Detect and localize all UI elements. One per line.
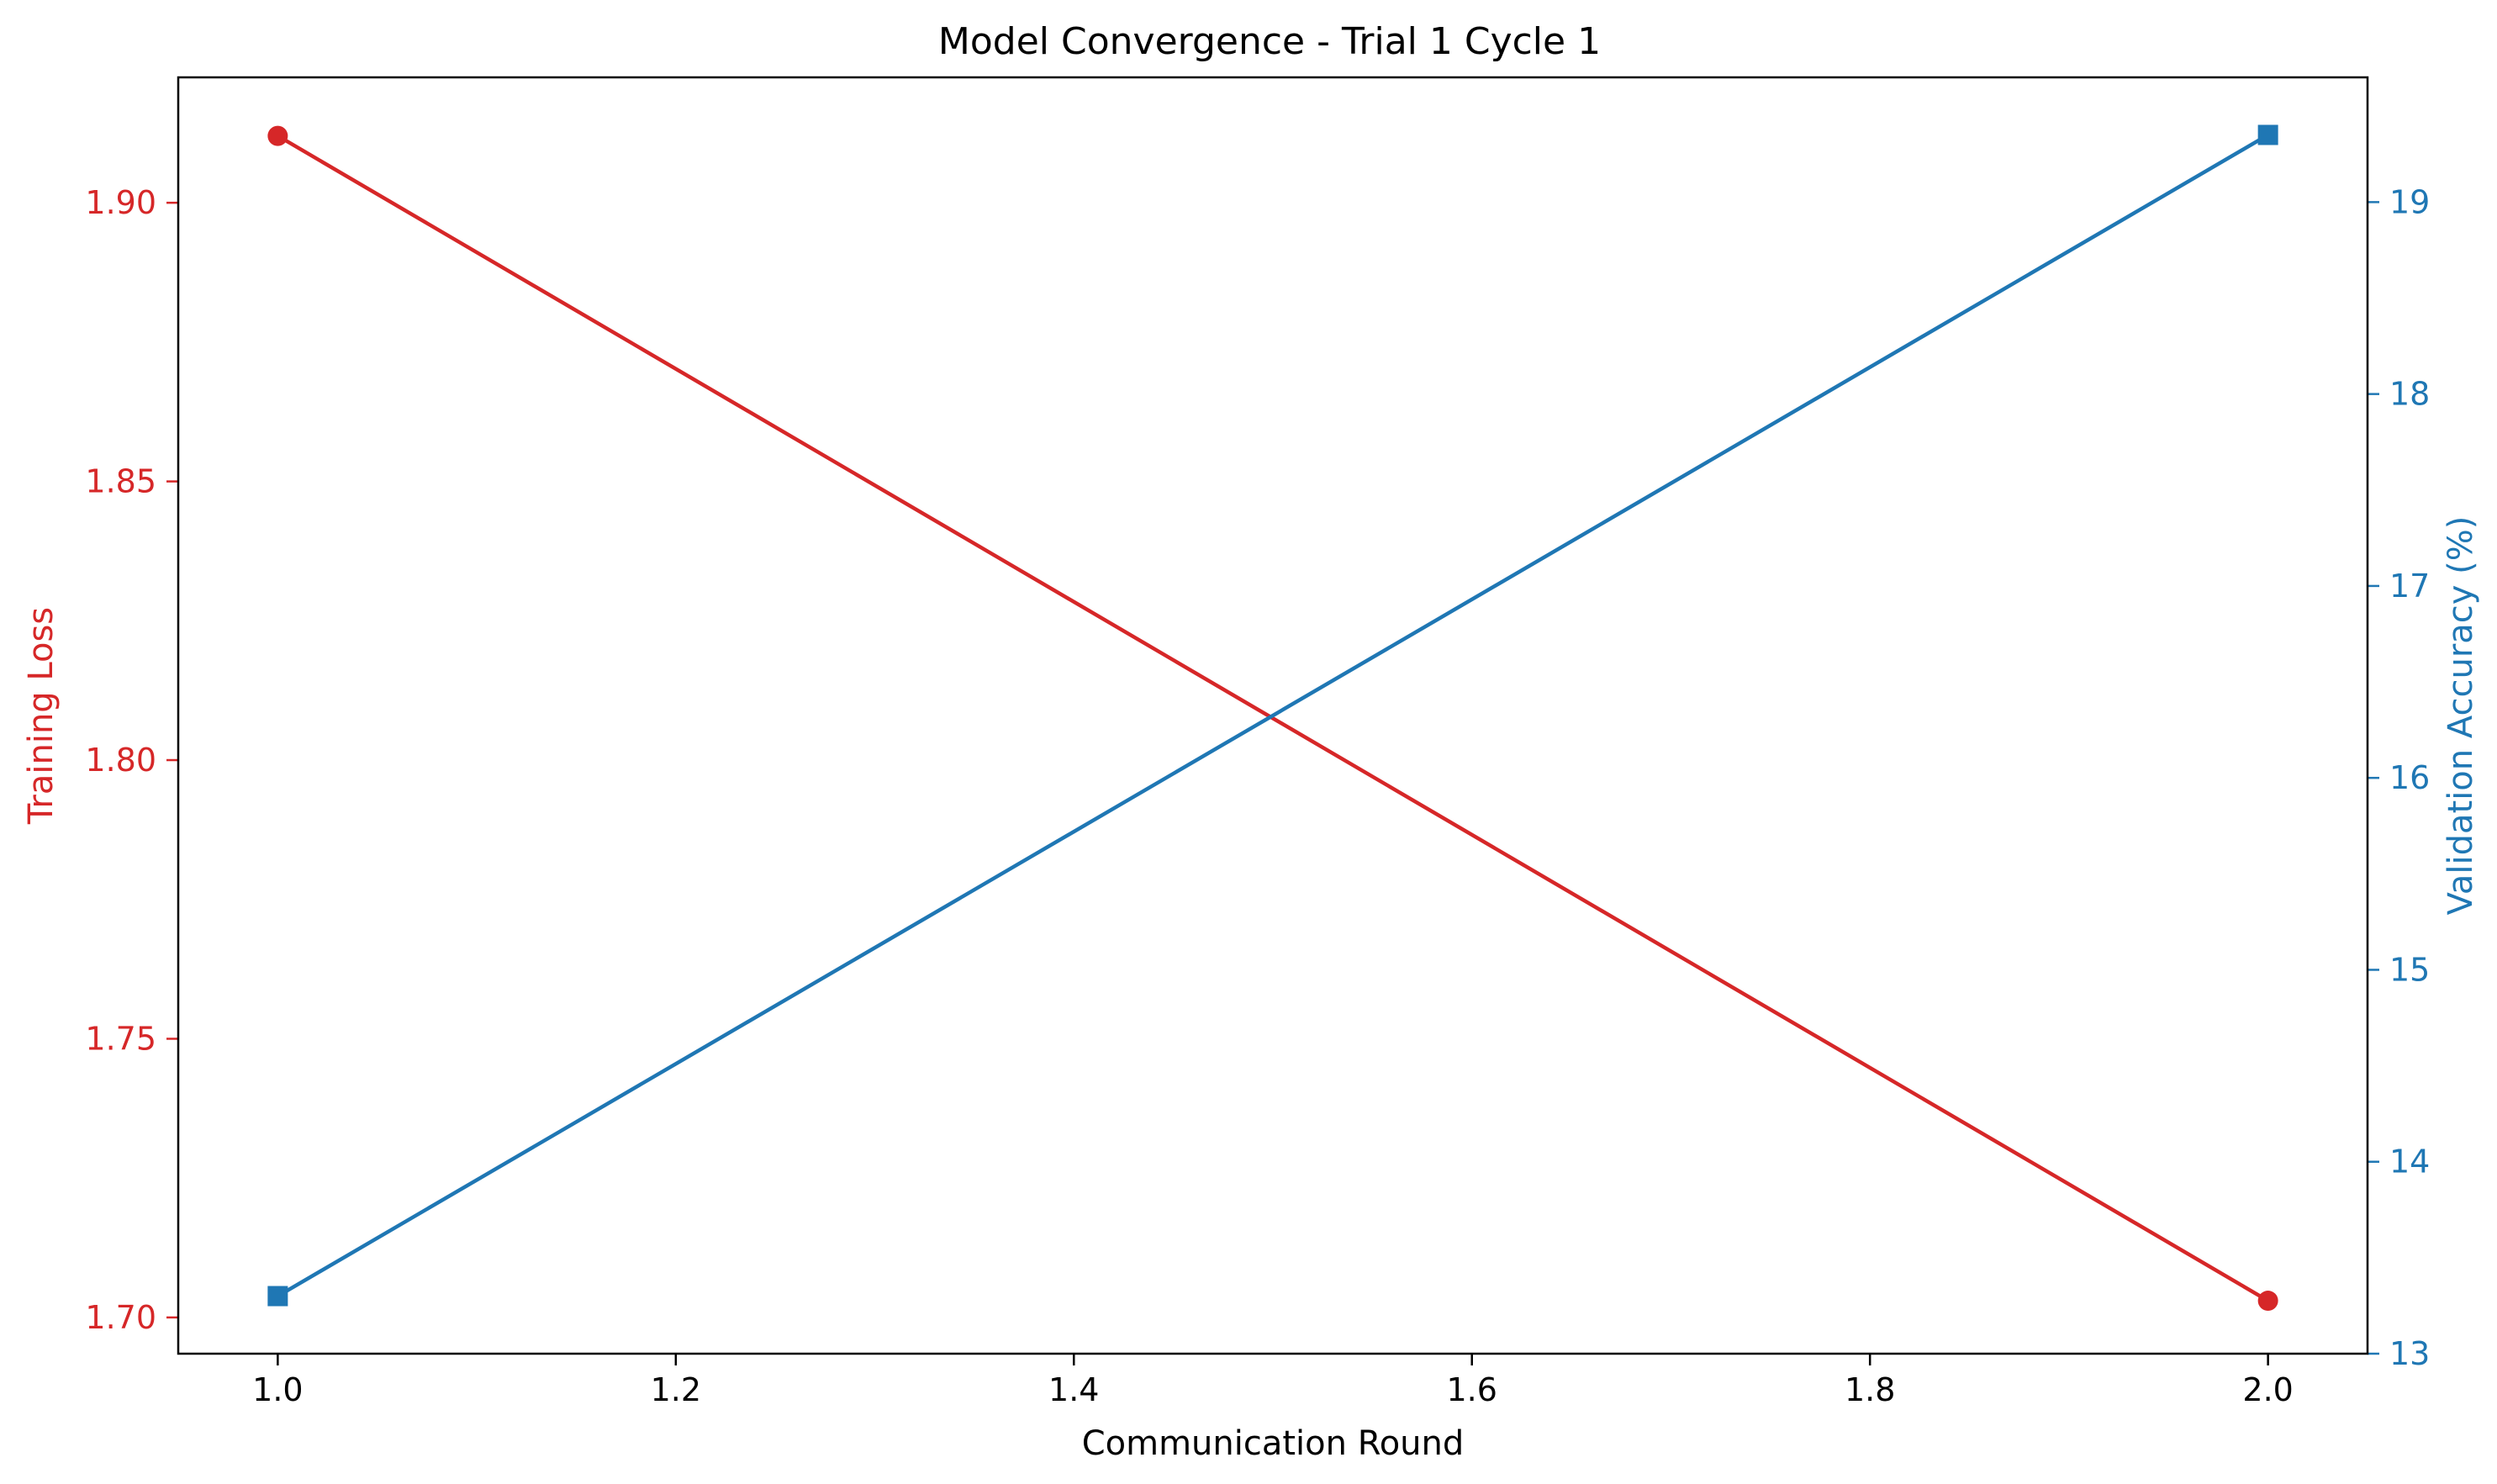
right-y-tick-label: 13 bbox=[2389, 1335, 2430, 1372]
right-y-axis-label: Validation Accuracy (%) bbox=[2442, 516, 2480, 916]
x-axis-label: Communication Round bbox=[1082, 1424, 1465, 1463]
x-tick-label: 1.2 bbox=[651, 1371, 701, 1408]
left-y-tick-label: 1.85 bbox=[85, 463, 156, 500]
right-y-tick-label: 14 bbox=[2389, 1143, 2430, 1180]
validation-accuracy-point bbox=[2257, 124, 2278, 145]
x-tick-label: 1.0 bbox=[252, 1371, 303, 1408]
left-y-tick-label: 1.70 bbox=[85, 1299, 156, 1336]
training-loss-line bbox=[277, 134, 2269, 1302]
x-axis-ticks: 1.0 1.2 1.4 1.6 1.8 2.0 bbox=[252, 1354, 2294, 1408]
right-y-tick-label: 15 bbox=[2389, 951, 2430, 988]
x-tick-label: 1.4 bbox=[1048, 1371, 1099, 1408]
x-tick-label: 1.8 bbox=[1845, 1371, 1895, 1408]
x-tick-label: 1.6 bbox=[1447, 1371, 1497, 1408]
right-y-tick-label: 18 bbox=[2389, 376, 2430, 413]
plot-area bbox=[267, 124, 2278, 1312]
training-loss-point bbox=[267, 125, 288, 146]
validation-accuracy-point bbox=[267, 1286, 288, 1307]
chart-title: Model Convergence - Trial 1 Cycle 1 bbox=[938, 20, 1601, 63]
x-tick-label: 2.0 bbox=[2242, 1371, 2293, 1408]
left-y-tick-label: 1.75 bbox=[85, 1020, 156, 1057]
validation-accuracy-line bbox=[277, 133, 2269, 1298]
right-y-axis-ticks: 13 14 15 16 17 18 19 bbox=[2368, 183, 2430, 1372]
left-y-axis-ticks: 1.70 1.75 1.80 1.85 1.90 bbox=[85, 184, 178, 1336]
left-y-tick-label: 1.90 bbox=[85, 184, 156, 221]
plot-frame bbox=[177, 76, 2369, 1355]
right-y-tick-label: 17 bbox=[2389, 568, 2430, 605]
left-y-tick-label: 1.80 bbox=[85, 742, 156, 779]
left-y-axis-label: Training Loss bbox=[22, 607, 61, 825]
right-y-tick-label: 16 bbox=[2389, 759, 2430, 796]
training-loss-point bbox=[2257, 1291, 2278, 1312]
right-y-tick-label: 19 bbox=[2389, 183, 2430, 220]
